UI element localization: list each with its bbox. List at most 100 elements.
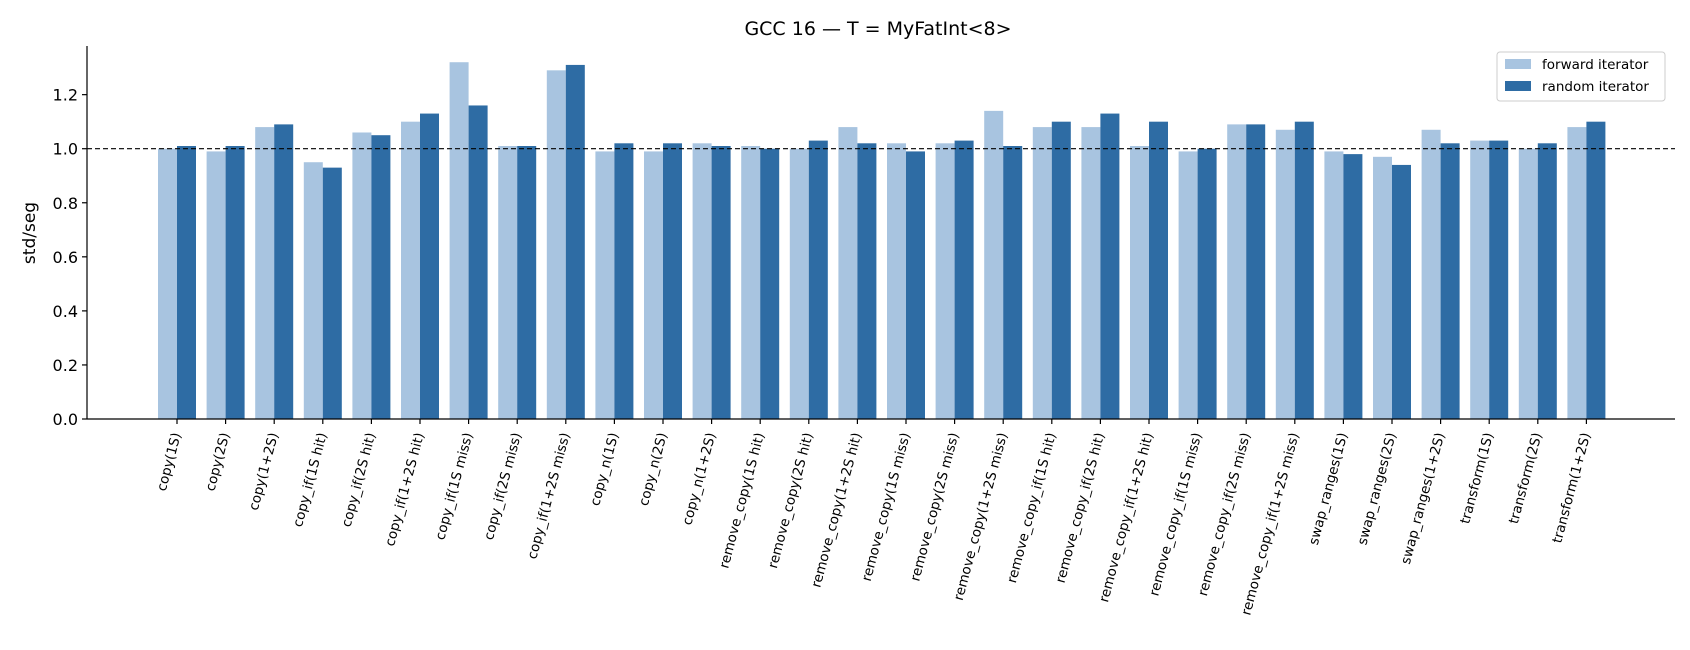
bar-forward-28	[1518, 148, 1538, 419]
bar-random-12	[760, 148, 780, 419]
x-tick-label: remove_copy_if(1+2S hit)	[1096, 431, 1157, 604]
bar-random-4	[371, 135, 391, 419]
x-tick-label: remove_copy_if(1S hit)	[1004, 431, 1060, 585]
bar-forward-3	[303, 162, 323, 419]
y-tick-label: 0.0	[53, 410, 78, 429]
x-tick-label: remove_copy(2S miss)	[907, 431, 962, 583]
y-tick-label: 1.0	[53, 140, 78, 159]
axes-group: 0.0 0.2 0.4 0.6 0.8 1.0 1.2	[53, 46, 1675, 429]
bar-forward-5	[401, 121, 420, 420]
bar-forward-15	[887, 143, 906, 420]
bar-random-23	[1294, 121, 1314, 420]
bar-forward-29	[1567, 127, 1587, 419]
legend-label-forward: forward iterator	[1542, 57, 1649, 73]
chart-title: GCC 16 — T = MyFatInt<8>	[744, 18, 1011, 40]
bar-random-7	[517, 146, 537, 419]
bar-random-9	[614, 143, 634, 420]
bar-random-25	[1392, 164, 1411, 419]
bar-forward-20	[1130, 146, 1149, 419]
x-tick-label: remove_copy_if(1+2S miss)	[1238, 431, 1302, 617]
bar-forward-8	[546, 70, 566, 419]
x-tick-label: remove_copy_if(2S miss)	[1195, 431, 1254, 598]
y-tick-label: 0.4	[53, 302, 78, 321]
bar-random-3	[322, 167, 342, 419]
x-tick-label: swap_ranges(2S)	[1354, 431, 1399, 547]
bar-random-10	[663, 143, 682, 420]
x-tick-label: copy_n(1S)	[587, 431, 622, 508]
bar-random-11	[711, 146, 731, 419]
bar-forward-18	[1032, 127, 1052, 419]
x-tick-label: copy_if(1+2S hit)	[382, 431, 428, 548]
y-tick-label: 0.8	[53, 194, 78, 213]
bar-forward-19	[1081, 127, 1101, 419]
y-tick-label: 1.2	[53, 86, 78, 105]
bar-forward-12	[741, 146, 761, 419]
legend-swatch-forward	[1505, 59, 1531, 69]
bar-random-0	[177, 146, 196, 419]
x-tick-label: remove_copy_if(1S miss)	[1146, 431, 1205, 598]
x-tick-label: swap_ranges(1S)	[1306, 431, 1351, 547]
bar-forward-17	[984, 110, 1004, 420]
x-tick-labels: copy(1S) copy(2S) copy(1+2S) copy_if(1S hit…	[154, 419, 1594, 617]
bar-forward-23	[1275, 129, 1295, 420]
bar-forward-25	[1373, 156, 1392, 419]
x-tick-label: copy_n(2S)	[636, 431, 671, 508]
bar-forward-21	[1178, 151, 1198, 419]
x-tick-label: copy(2S)	[202, 431, 233, 493]
bar-random-14	[857, 143, 877, 420]
x-tick-label: remove_copy(1S hit)	[716, 431, 768, 570]
x-tick-label: remove_copy(1+2S miss)	[951, 431, 1011, 602]
bar-forward-9	[595, 151, 615, 419]
bar-forward-27	[1470, 140, 1490, 419]
bar-random-8	[565, 64, 585, 420]
bar-forward-14	[838, 127, 858, 419]
bar-forward-13	[789, 148, 809, 419]
bar-random-18	[1051, 121, 1071, 420]
x-tick-label: transform(1+2S)	[1549, 431, 1594, 545]
x-tick-label: swap_ranges(1+2S)	[1398, 431, 1449, 566]
bars-group	[158, 62, 1606, 420]
bar-random-6	[468, 105, 488, 420]
x-tick-label: copy_if(2S miss)	[481, 431, 525, 542]
bar-random-13	[808, 140, 828, 419]
bar-random-28	[1537, 143, 1557, 420]
x-tick-label: remove_copy(1S miss)	[859, 431, 914, 583]
x-tick-label: copy_n(1+2S)	[679, 431, 719, 527]
x-tick-label: copy_if(1S miss)	[432, 431, 476, 542]
bar-random-5	[420, 113, 439, 419]
bar-forward-4	[352, 132, 372, 420]
bar-random-29	[1586, 121, 1606, 420]
x-tick-label: copy_if(2S hit)	[339, 431, 380, 529]
legend: forward iterator random iterator	[1496, 51, 1666, 102]
bar-random-21	[1197, 148, 1217, 419]
bar-forward-7	[498, 146, 518, 419]
x-tick-label: remove_copy(2S hit)	[765, 431, 817, 570]
bar-forward-2	[255, 127, 275, 419]
bar-random-15	[906, 151, 925, 419]
bar-random-1	[225, 146, 245, 419]
bar-random-20	[1149, 121, 1168, 420]
bar-random-19	[1100, 113, 1120, 419]
bar-forward-11	[692, 143, 712, 420]
bar-random-24	[1343, 154, 1363, 419]
bar-forward-1	[206, 151, 226, 419]
x-tick-label: copy(1S)	[154, 431, 185, 493]
bar-forward-0	[158, 148, 177, 419]
legend-swatch-random	[1505, 81, 1531, 91]
bar-forward-26	[1421, 129, 1441, 420]
x-tick-label: copy_if(1S hit)	[290, 431, 331, 529]
bar-random-27	[1489, 140, 1509, 419]
bar-forward-22	[1227, 124, 1247, 419]
legend-frame	[1496, 51, 1666, 102]
bar-random-26	[1440, 143, 1460, 420]
x-tick-label: copy_if(1+2S miss)	[524, 431, 573, 561]
bar-random-2	[274, 124, 294, 419]
x-tick-label: transform(1S)	[1457, 431, 1497, 526]
x-tick-label: remove_copy(1+2S hit)	[808, 431, 865, 589]
x-tick-label: remove_copy_if(2S hit)	[1053, 431, 1109, 585]
legend-label-random: random iterator	[1542, 79, 1649, 95]
bar-random-22	[1246, 124, 1266, 419]
bar-forward-16	[935, 143, 955, 420]
y-tick-label: 0.2	[53, 356, 78, 375]
